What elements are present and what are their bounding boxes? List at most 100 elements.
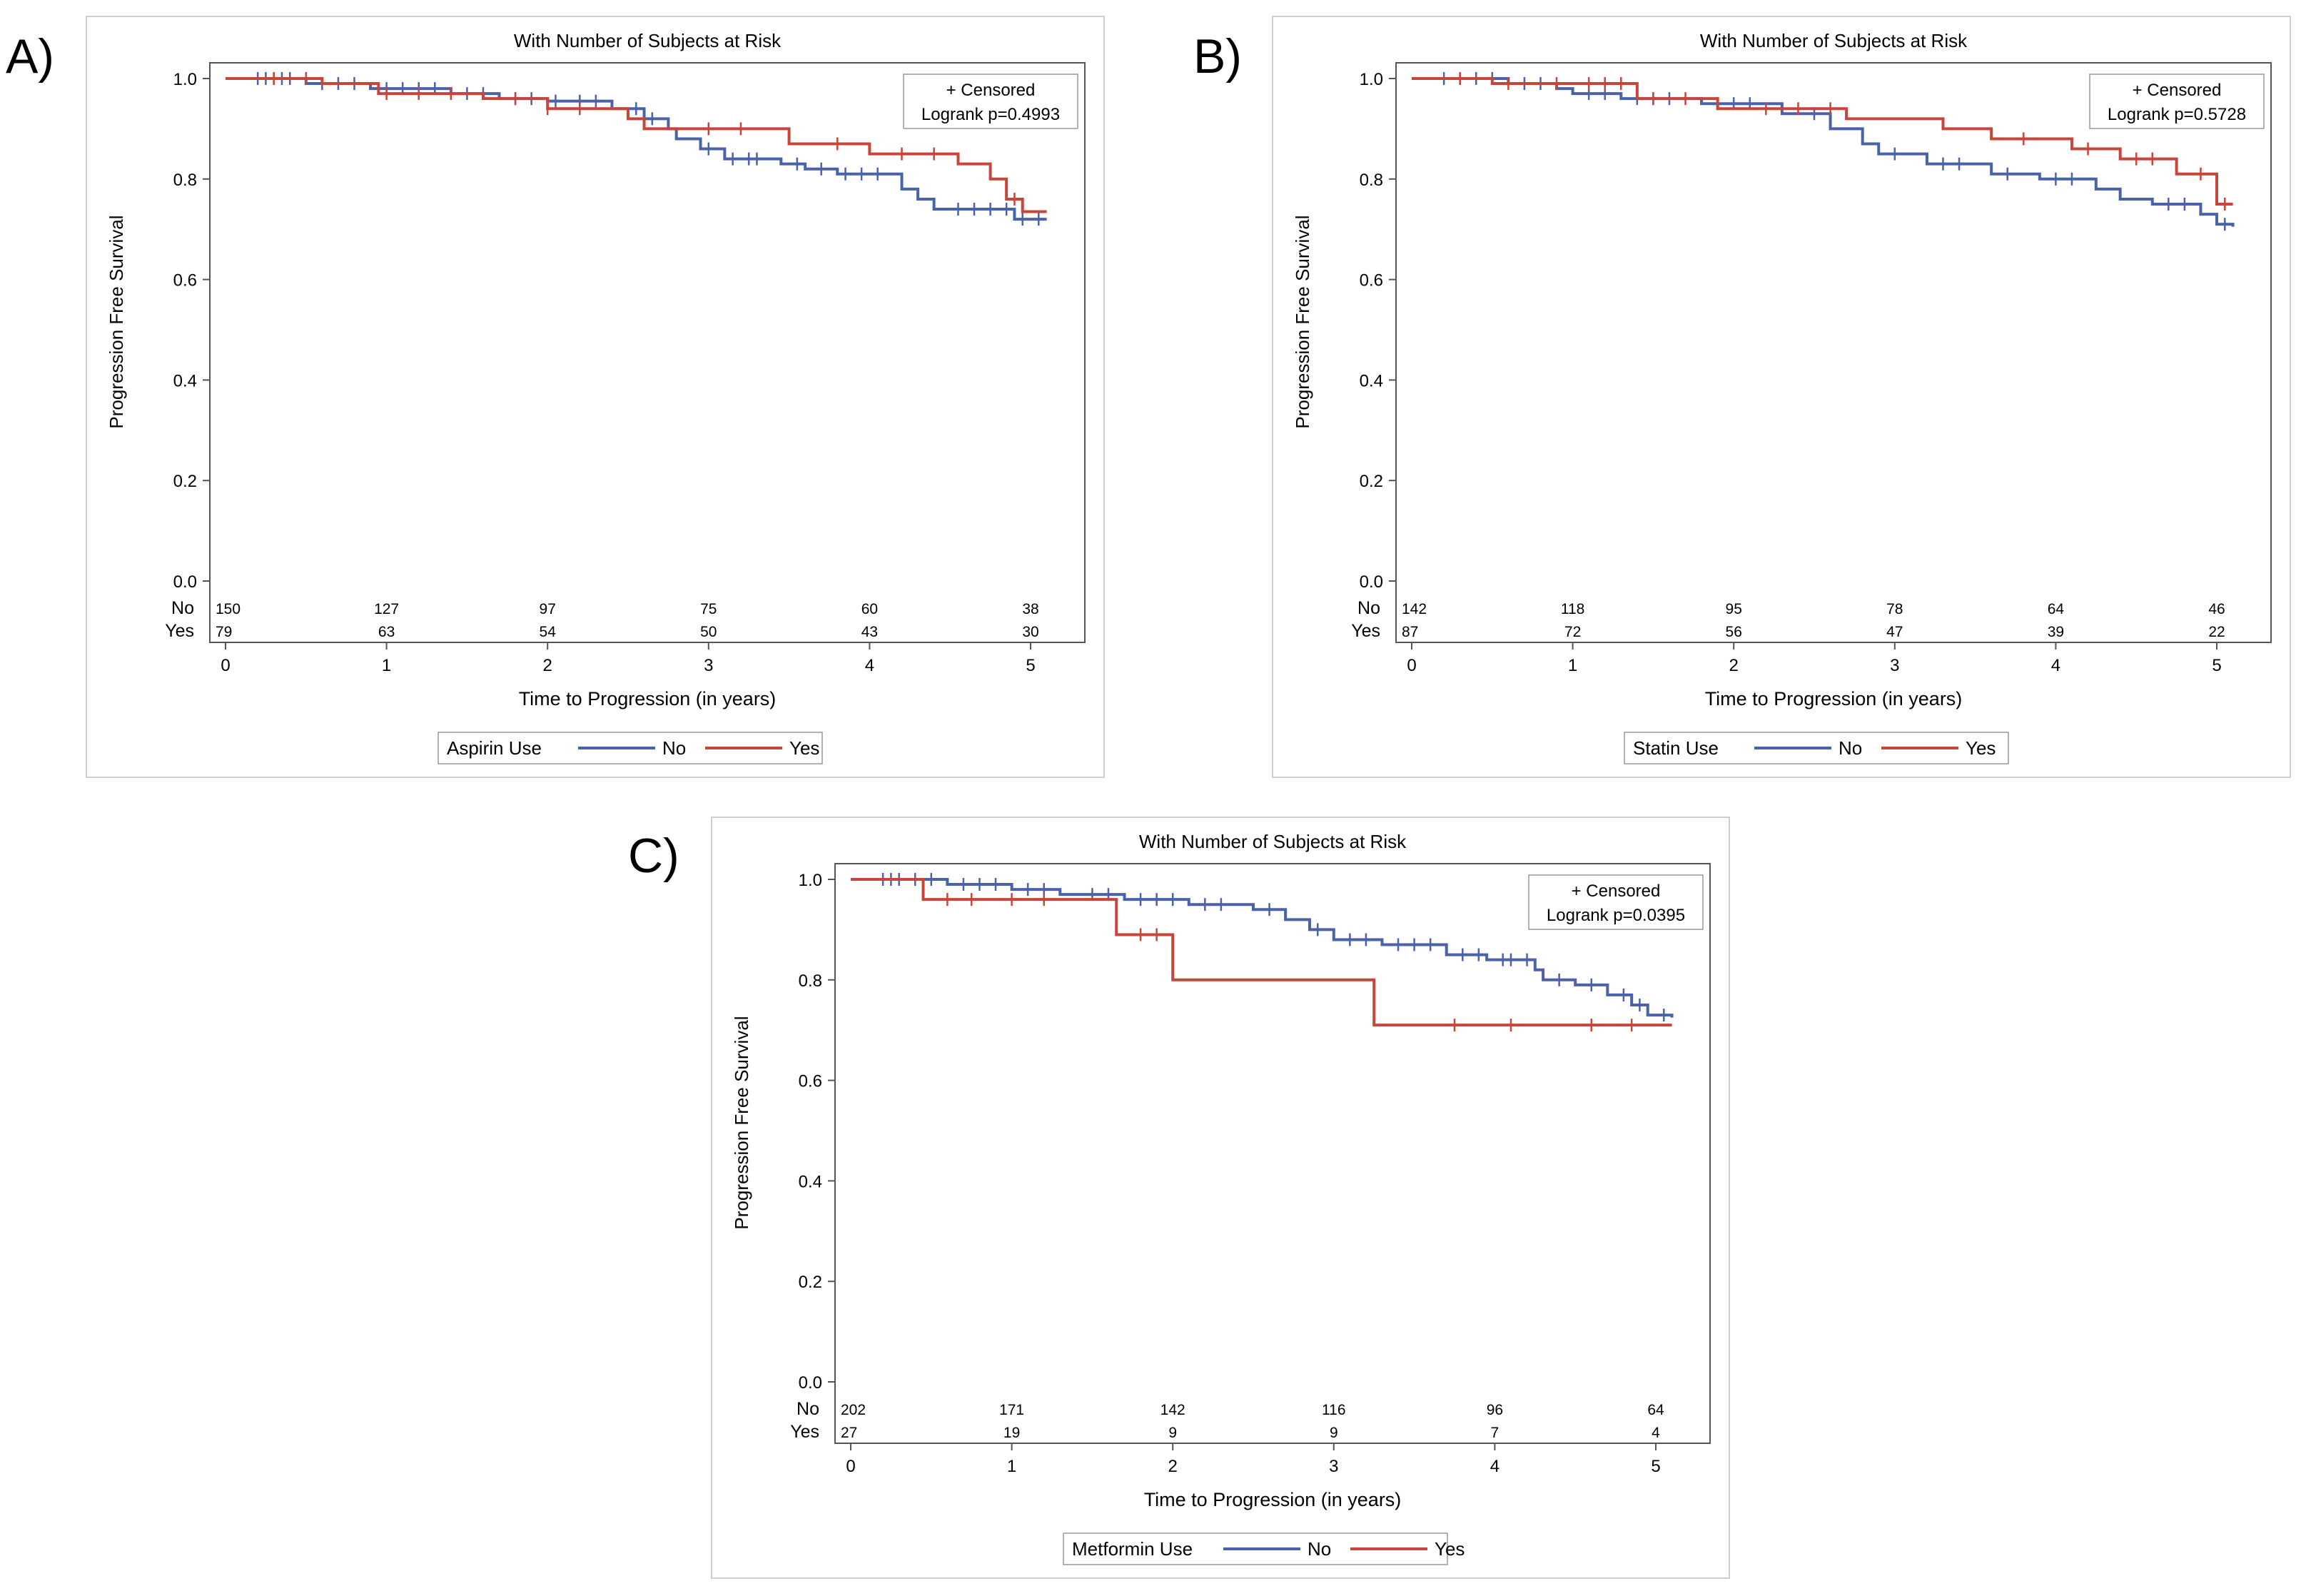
at-risk-count: 116 bbox=[1322, 1402, 1345, 1418]
at-risk-count: 19 bbox=[1003, 1425, 1020, 1441]
y-tick-label: 0.0 bbox=[173, 572, 197, 592]
km-chart-metformin: With Number of Subjects at Risk 0.0 0.2 0.4… bbox=[731, 831, 1711, 1565]
km-curve-no bbox=[851, 878, 1674, 1018]
at-risk-count: 64 bbox=[1647, 1402, 1664, 1418]
x-tick-label: 4 bbox=[1490, 1457, 1500, 1476]
y-tick-label: 0.4 bbox=[173, 371, 197, 390]
at-risk-count: 30 bbox=[1022, 624, 1038, 640]
km-chart-aspirin: With Number of Subjects at Risk 0.0 0.2 0.4… bbox=[106, 30, 1086, 764]
at-risk-count: 4 bbox=[1652, 1425, 1660, 1441]
km-curve-no bbox=[1412, 77, 2235, 227]
x-tick-label: 0 bbox=[846, 1457, 855, 1476]
at-risk-count: 56 bbox=[1726, 624, 1742, 640]
at-risk-count: 127 bbox=[374, 601, 399, 617]
x-tick-label: 2 bbox=[1168, 1457, 1178, 1476]
y-tick-label: 1.0 bbox=[799, 871, 822, 890]
x-tick-label: 3 bbox=[704, 656, 713, 675]
y-tick-label: 0.4 bbox=[799, 1172, 822, 1191]
panel-label-c: C) bbox=[628, 829, 679, 883]
panel-label-a: A) bbox=[6, 29, 54, 84]
x-tick-label: 3 bbox=[1890, 656, 1899, 675]
inset-box bbox=[2089, 74, 2265, 129]
legend-label-yes: Yes bbox=[789, 737, 819, 759]
x-axis-label: Time to Progression (in years) bbox=[519, 688, 777, 709]
x-tick-label: 3 bbox=[1329, 1457, 1338, 1476]
y-tick-label: 0.8 bbox=[1360, 171, 1383, 190]
at-risk-count: 118 bbox=[1561, 601, 1584, 617]
legend-title: Metformin Use bbox=[1072, 1538, 1193, 1560]
y-tick-label: 0.4 bbox=[1360, 371, 1383, 390]
at-risk-row-label: No bbox=[1357, 598, 1380, 618]
at-risk-count: 38 bbox=[1022, 601, 1038, 617]
plot-frame bbox=[209, 62, 1086, 643]
x-tick-label: 5 bbox=[1651, 1457, 1660, 1476]
y-tick-label: 0.2 bbox=[1360, 472, 1383, 491]
at-risk-count: 142 bbox=[1160, 1402, 1185, 1418]
y-tick-label: 0.6 bbox=[799, 1072, 822, 1091]
at-risk-count: 171 bbox=[999, 1402, 1024, 1418]
at-risk-count: 95 bbox=[1726, 601, 1742, 617]
km-curve-yes bbox=[1412, 77, 2233, 206]
logrank-pvalue: Logrank p=0.4993 bbox=[921, 105, 1060, 124]
y-tick-label: 0.2 bbox=[799, 1273, 822, 1292]
at-risk-row-label: No bbox=[171, 598, 194, 618]
y-tick-label: 0.8 bbox=[173, 171, 197, 190]
at-risk-count: 50 bbox=[700, 624, 717, 640]
legend-title: Aspirin Use bbox=[447, 737, 542, 759]
at-risk-count: 22 bbox=[2208, 624, 2225, 640]
y-tick-label: 1.0 bbox=[1360, 70, 1383, 89]
legend-label-yes: Yes bbox=[1435, 1538, 1465, 1560]
at-risk-count: 96 bbox=[1487, 1402, 1503, 1418]
x-tick-label: 4 bbox=[2051, 656, 2060, 675]
legend-label-no: No bbox=[1308, 1538, 1331, 1560]
x-tick-label: 0 bbox=[1407, 656, 1416, 675]
at-risk-count: 87 bbox=[1402, 624, 1418, 640]
km-panel-metformin: With Number of Subjects at Risk 0.0 0.2 0.4… bbox=[711, 817, 1730, 1579]
inset-box bbox=[1528, 874, 1704, 930]
chart-title: With Number of Subjects at Risk bbox=[514, 30, 782, 51]
y-axis-label: Progression Free Survival bbox=[731, 1016, 752, 1229]
km-chart-statin: With Number of Subjects at Risk 0.0 0.2 0.4… bbox=[1292, 30, 2272, 764]
at-risk-count: 54 bbox=[540, 624, 557, 640]
y-axis-label: Progression Free Survival bbox=[1292, 215, 1313, 428]
censored-legend: + Censored bbox=[1572, 882, 1661, 901]
x-tick-label: 1 bbox=[382, 656, 391, 675]
km-curve-yes bbox=[851, 878, 1672, 1027]
km-curve-yes bbox=[226, 77, 1047, 213]
y-tick-label: 0.8 bbox=[799, 971, 822, 991]
censored-legend: + Censored bbox=[2133, 81, 2222, 100]
y-tick-label: 0.0 bbox=[799, 1373, 822, 1393]
chart-title: With Number of Subjects at Risk bbox=[1139, 831, 1407, 852]
at-risk-row-label: No bbox=[796, 1399, 819, 1419]
at-risk-count: 60 bbox=[861, 601, 878, 617]
y-tick-label: 0.2 bbox=[173, 472, 197, 491]
at-risk-count: 63 bbox=[378, 624, 395, 640]
at-risk-count: 47 bbox=[1886, 624, 1903, 640]
at-risk-count: 39 bbox=[2048, 624, 2064, 640]
x-axis-label: Time to Progression (in years) bbox=[1705, 688, 1963, 709]
y-tick-label: 0.6 bbox=[173, 271, 197, 291]
legend-title: Statin Use bbox=[1633, 737, 1719, 759]
at-risk-count: 142 bbox=[1402, 601, 1427, 617]
at-risk-count: 9 bbox=[1168, 1425, 1177, 1441]
at-risk-count: 43 bbox=[861, 624, 878, 640]
at-risk-count: 46 bbox=[2208, 601, 2225, 617]
logrank-pvalue: Logrank p=0.0395 bbox=[1547, 906, 1685, 925]
km-panel-statin: With Number of Subjects at Risk 0.0 0.2 0.4… bbox=[1272, 16, 2291, 778]
at-risk-count: 78 bbox=[1886, 601, 1903, 617]
at-risk-count: 79 bbox=[216, 624, 232, 640]
legend-label-yes: Yes bbox=[1966, 737, 1996, 759]
x-tick-label: 2 bbox=[1729, 656, 1739, 675]
at-risk-count: 75 bbox=[700, 601, 717, 617]
at-risk-row-label: Yes bbox=[165, 621, 194, 641]
x-axis-label: Time to Progression (in years) bbox=[1144, 1489, 1402, 1510]
x-tick-label: 2 bbox=[543, 656, 552, 675]
legend-label-no: No bbox=[1839, 737, 1862, 759]
at-risk-row-label: Yes bbox=[1351, 621, 1380, 641]
at-risk-count: 202 bbox=[841, 1402, 866, 1418]
y-tick-label: 0.0 bbox=[1360, 572, 1383, 592]
censored-legend: + Censored bbox=[946, 81, 1036, 100]
at-risk-count: 64 bbox=[2048, 601, 2065, 617]
y-axis-label: Progression Free Survival bbox=[106, 215, 127, 428]
x-tick-label: 1 bbox=[1007, 1457, 1016, 1476]
